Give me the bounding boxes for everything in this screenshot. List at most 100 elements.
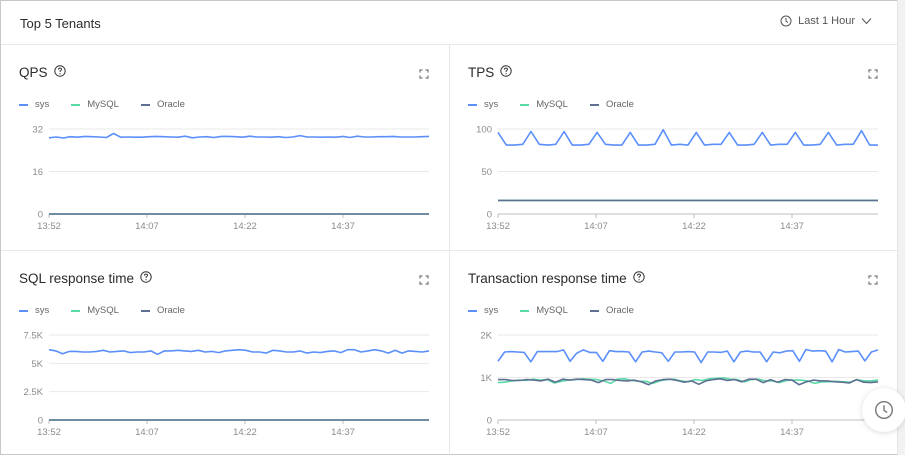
legend-swatch	[71, 309, 81, 312]
x-tick-label: 14:37	[331, 221, 355, 232]
time-range-label: Last 1 Hour	[798, 15, 855, 27]
legend-item-mysql[interactable]: MySQL	[71, 305, 119, 316]
y-tick-label: 32	[32, 125, 43, 136]
legend-item-mysql[interactable]: MySQL	[520, 305, 568, 316]
series-line-sys	[497, 129, 878, 146]
qps-panel: QPS sys MySQL Oracle 32 16 0 13:52 14:07 14:22 14:…	[1, 45, 449, 250]
panel-title-text: Transaction response time	[468, 271, 627, 286]
legend-swatch	[140, 103, 150, 106]
line-chart[interactable]: 100 50 013:52 14:07 14:22 14:37	[450, 45, 898, 250]
x-tick-label: 14:37	[780, 221, 804, 232]
x-tick-label: 14:37	[331, 427, 355, 438]
card-header: Top 5 Tenants Last 1 Hour	[1, 1, 898, 45]
y-tick-label: 0	[38, 416, 43, 427]
x-tick-label: 14:22	[682, 427, 706, 438]
expand-icon[interactable]	[868, 66, 878, 84]
legend-swatch	[140, 309, 150, 312]
series-line-sys	[48, 132, 430, 139]
y-tick-label: 0	[487, 210, 492, 221]
series-line-sys	[48, 348, 430, 356]
clock-icon	[780, 15, 792, 27]
expand-icon[interactable]	[868, 272, 878, 290]
panel-title: Transaction response time	[468, 271, 645, 286]
chevron-down-icon	[861, 18, 872, 25]
panel-title: QPS	[19, 65, 66, 80]
x-tick-label: 13:52	[37, 221, 61, 232]
legend-label: sys	[35, 99, 50, 110]
legend-swatch	[468, 103, 477, 106]
time-range-dropdown[interactable]: Last 1 Hour	[780, 15, 878, 27]
legend-swatch	[71, 103, 81, 106]
panel-title: SQL response time	[19, 271, 152, 286]
y-tick-label: 50	[481, 167, 492, 178]
legend-swatch	[19, 103, 28, 106]
legend-label: sys	[35, 305, 50, 316]
legend-swatch	[19, 309, 28, 312]
panel-title-text: QPS	[19, 65, 48, 80]
legend-swatch	[468, 309, 477, 312]
legend-label: Oracle	[605, 99, 634, 110]
panel-divider-horizontal	[1, 250, 898, 251]
y-tick-label: 2K	[480, 331, 492, 342]
help-icon[interactable]	[632, 271, 645, 286]
help-icon[interactable]	[500, 65, 512, 80]
legend-item-oracle[interactable]: Oracle	[589, 99, 634, 110]
legend-swatch	[589, 103, 599, 106]
history-float-button[interactable]	[862, 388, 905, 432]
x-tick-label: 14:07	[135, 427, 159, 438]
y-tick-label: 2.5K	[23, 387, 43, 398]
transaction-response-time-panel: Transaction response time sys MySQL Oracle 2…	[450, 251, 898, 455]
line-chart[interactable]: 2K 1K 013:52 14:07 14:22 14:37	[450, 251, 898, 455]
legend-item-sys[interactable]: sys	[468, 99, 498, 110]
x-tick-label: 14:22	[233, 427, 257, 438]
chart-legend: sys MySQL Oracle	[468, 305, 656, 316]
legend-item-oracle[interactable]: Oracle	[589, 305, 634, 316]
card-title: Top 5 Tenants	[20, 16, 101, 31]
help-icon[interactable]	[53, 65, 66, 80]
x-tick-label: 14:37	[780, 427, 804, 438]
legend-item-oracle[interactable]: Oracle	[140, 99, 185, 110]
legend-label: Oracle	[156, 305, 185, 316]
chart-legend: sys MySQL Oracle	[19, 305, 207, 316]
expand-icon[interactable]	[419, 66, 429, 84]
legend-item-sys[interactable]: sys	[468, 305, 498, 316]
legend-label: sys	[484, 305, 499, 316]
y-tick-label: 0	[38, 210, 43, 221]
line-chart[interactable]: 32 16 013:52 14:07 14:22 14:37	[1, 45, 449, 250]
panel-title-text: TPS	[468, 65, 495, 80]
clock-icon	[874, 400, 894, 420]
y-tick-label: 7.5K	[23, 331, 43, 342]
x-tick-label: 14:07	[135, 221, 159, 232]
legend-item-oracle[interactable]: Oracle	[140, 305, 185, 316]
expand-icon[interactable]	[419, 272, 429, 290]
panel-title: TPS	[468, 65, 512, 80]
legend-swatch	[520, 309, 530, 312]
help-icon[interactable]	[140, 271, 152, 286]
x-tick-label: 14:22	[233, 221, 257, 232]
legend-item-sys[interactable]: sys	[19, 305, 49, 316]
x-tick-label: 14:07	[584, 427, 608, 438]
legend-item-mysql[interactable]: MySQL	[520, 99, 568, 110]
chart-legend: sys MySQL Oracle	[19, 99, 207, 110]
legend-label: Oracle	[605, 305, 634, 316]
legend-label: MySQL	[87, 305, 119, 316]
y-tick-label: 0	[487, 416, 492, 427]
y-tick-label: 1K	[480, 373, 492, 384]
x-tick-label: 14:07	[584, 221, 608, 232]
legend-label: MySQL	[536, 99, 568, 110]
y-tick-label: 16	[32, 167, 43, 178]
legend-item-sys[interactable]: sys	[19, 99, 49, 110]
x-tick-label: 13:52	[486, 221, 510, 232]
y-tick-label: 100	[476, 125, 492, 136]
panel-title-text: SQL response time	[19, 271, 135, 286]
legend-item-mysql[interactable]: MySQL	[71, 99, 119, 110]
tps-panel: TPS sys MySQL Oracle 100 50 0 13:52 14:07 14:22 14…	[450, 45, 898, 250]
scrollbar[interactable]	[897, 0, 905, 455]
x-tick-label: 13:52	[37, 427, 61, 438]
legend-label: MySQL	[87, 99, 119, 110]
chart-legend: sys MySQL Oracle	[468, 99, 656, 110]
line-chart[interactable]: 7.5K 5K 2.5K 013:52 14:07 14:22 14:37	[1, 251, 449, 455]
y-tick-label: 5K	[31, 359, 43, 370]
series-line-sys	[497, 348, 879, 364]
